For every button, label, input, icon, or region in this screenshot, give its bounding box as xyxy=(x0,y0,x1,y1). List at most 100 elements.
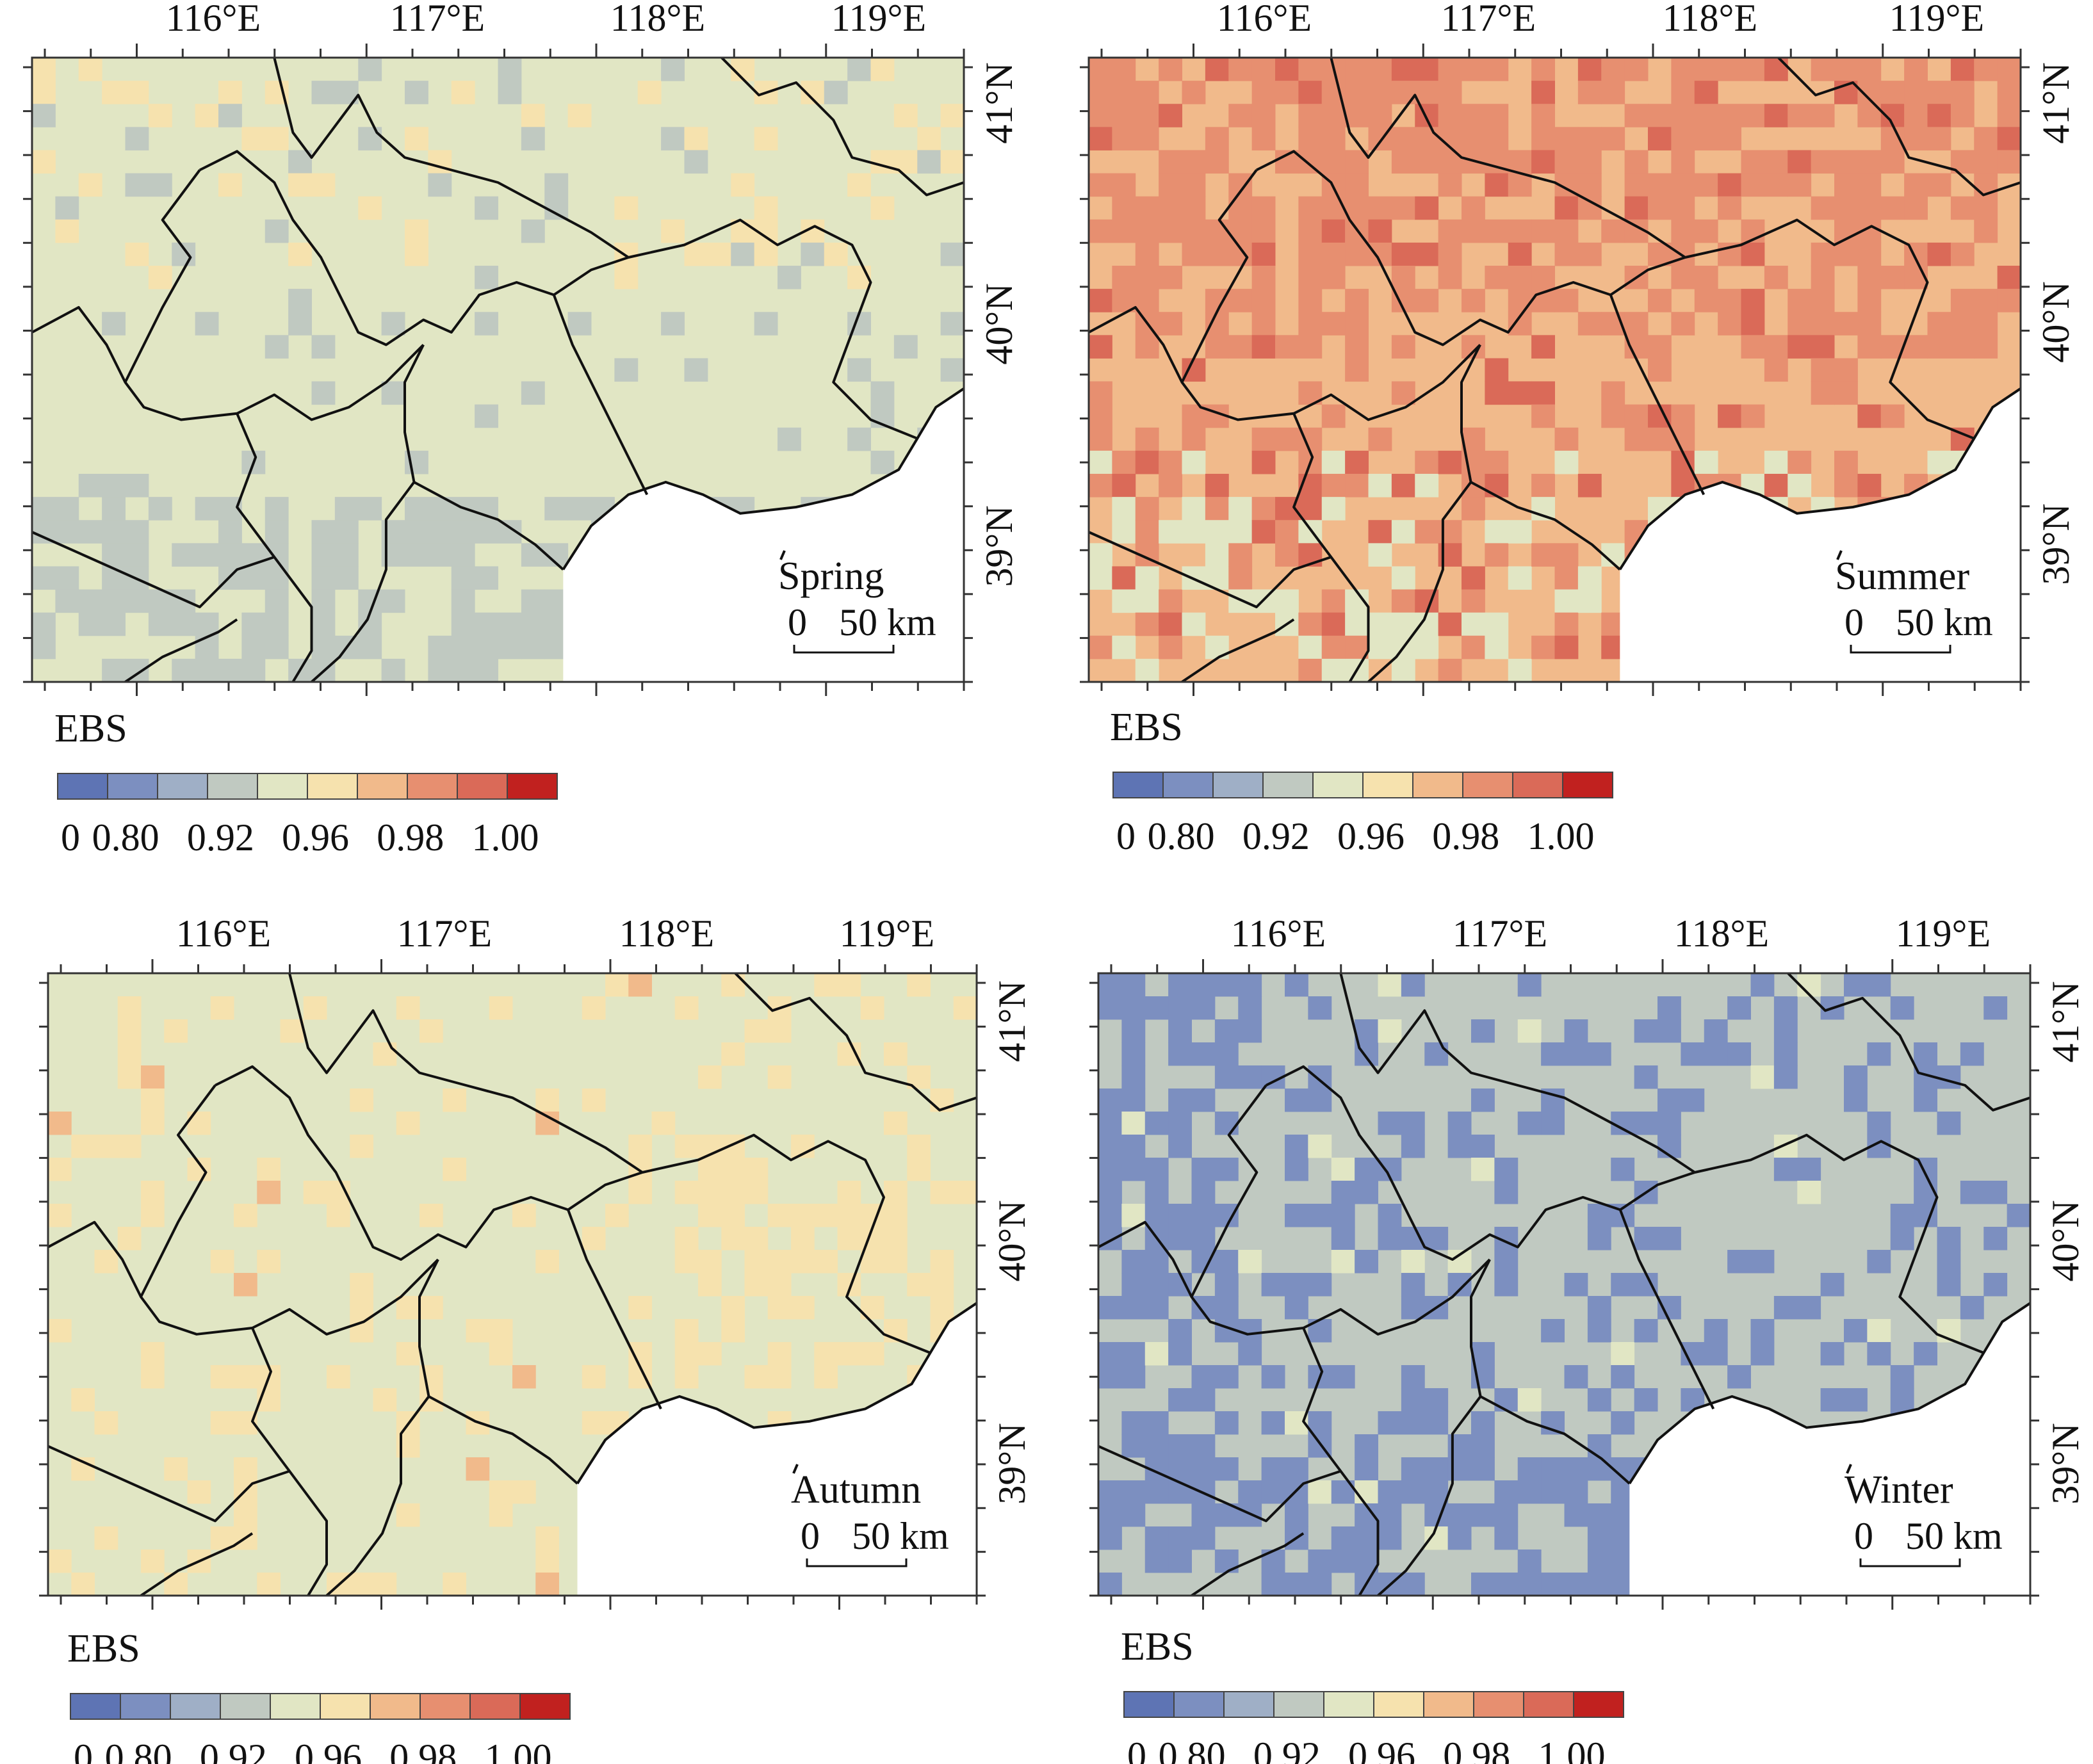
lon-label: 116°E xyxy=(166,0,261,39)
legend-swatch xyxy=(1523,1691,1574,1718)
legend-label: 1.00 xyxy=(1527,815,1594,857)
lon-label: 119°E xyxy=(1896,912,1991,955)
boundary-line xyxy=(48,1220,439,1336)
scale-bar-end: 50 km xyxy=(1896,601,1993,643)
legend-label: 1.00 xyxy=(1538,1735,1605,1764)
legend-swatch xyxy=(70,1693,121,1720)
ebs-grid-winter xyxy=(1098,973,2030,1596)
season-label: Spring xyxy=(778,554,884,598)
legend-swatch xyxy=(257,773,308,800)
lon-label: 118°E xyxy=(619,912,714,955)
boundary-line xyxy=(140,1532,254,1596)
legend-label: 0.98 xyxy=(389,1736,457,1764)
lon-label: 119°E xyxy=(1889,0,1984,39)
legend-swatch xyxy=(357,773,408,800)
coastline xyxy=(1628,1302,2030,1485)
legend-swatch xyxy=(407,773,458,800)
map-frame xyxy=(1087,56,2022,683)
boundary-line xyxy=(1339,973,1696,1174)
legend-title: EBS xyxy=(1110,706,1183,749)
boundary-line xyxy=(567,1209,662,1410)
north-arrow-icon xyxy=(1846,1464,1852,1474)
legend-title: EBS xyxy=(1121,1625,1194,1669)
boundary-line xyxy=(1266,1065,1695,1261)
legend-swatch xyxy=(220,1693,271,1720)
tick-marks xyxy=(39,959,986,1610)
boundary-line xyxy=(1609,294,1706,496)
scale-bar xyxy=(793,645,895,654)
legend-label: 0 xyxy=(1127,1735,1146,1764)
legend-label: 0 xyxy=(74,1736,93,1764)
legend-swatch xyxy=(1212,772,1264,798)
legend-label: 0.96 xyxy=(295,1736,362,1764)
boundary-line xyxy=(32,306,425,421)
boundary-line xyxy=(734,973,977,1112)
tick-marks xyxy=(1089,959,2039,1610)
legend-winter: EBS 0 0.80 0.92 0.96 0.98 1.00 xyxy=(1121,1625,1624,1764)
lat-label: 39°N xyxy=(991,1423,1033,1504)
north-arrow-icon xyxy=(1836,550,1843,560)
legend-swatch xyxy=(120,1693,171,1720)
boundary-line xyxy=(1470,481,1621,570)
bohai-sea xyxy=(1620,388,2021,682)
legend-swatch xyxy=(270,1693,321,1720)
boundary-line xyxy=(413,481,564,570)
legend-label: 0.96 xyxy=(282,816,349,859)
legend-label: 1.00 xyxy=(484,1736,551,1764)
lat-label: 41°N xyxy=(978,62,1020,143)
legend-swatch xyxy=(1123,1691,1175,1718)
boundary-line xyxy=(124,169,201,383)
legend-swatch xyxy=(419,1693,471,1720)
lon-label: 117°E xyxy=(397,912,492,955)
legend-label: 0.92 xyxy=(187,816,254,859)
lon-label: 117°E xyxy=(1453,912,1547,955)
coastline xyxy=(1618,387,2021,570)
legend-label: 0.98 xyxy=(377,816,444,859)
boundary-line xyxy=(1777,58,2021,197)
scale-bar-start: 0 xyxy=(1854,1515,1873,1557)
boundary-line xyxy=(288,973,644,1174)
legend-swatch xyxy=(1262,772,1314,798)
lon-label: 116°E xyxy=(1217,0,1312,39)
lat-label: 39°N xyxy=(2035,503,2077,585)
boundary-line xyxy=(1089,531,1332,608)
lat-label: 39°N xyxy=(2044,1423,2087,1504)
legend-label: 0.96 xyxy=(1348,1735,1415,1764)
boundary-line xyxy=(1181,618,1295,682)
map-frame xyxy=(1097,972,2032,1597)
ebs-grid-summer xyxy=(1089,58,2021,682)
ebs-grid-autumn xyxy=(48,973,977,1596)
legend-swatch xyxy=(1173,1691,1225,1718)
lon-label: 118°E xyxy=(1674,912,1769,955)
legend-swatch xyxy=(507,773,558,800)
scale-bar-start: 0 xyxy=(801,1515,820,1557)
legend-label: 1.00 xyxy=(471,816,539,859)
legend-swatch xyxy=(307,773,358,800)
lon-label: 117°E xyxy=(390,0,485,39)
boundary-line xyxy=(311,344,425,682)
legend-swatch xyxy=(370,1693,421,1720)
tick-marks xyxy=(23,44,973,696)
north-arrow-icon xyxy=(779,550,786,560)
legend-swatch xyxy=(1473,1691,1524,1718)
lon-label: 119°E xyxy=(840,912,934,955)
legend-swatch xyxy=(1373,1691,1424,1718)
legend-label: 0.96 xyxy=(1337,815,1405,857)
scale-bar xyxy=(806,1558,908,1567)
coastline xyxy=(562,387,964,570)
scale-bar-end: 50 km xyxy=(852,1515,949,1557)
bohai-sea xyxy=(577,1303,977,1596)
legend-swatch xyxy=(1362,772,1413,798)
boundary-line xyxy=(1098,1444,1341,1523)
legend-swatch xyxy=(107,773,158,800)
lon-label: 118°E xyxy=(610,0,705,39)
boundary-line xyxy=(1377,1259,1491,1596)
legend-label: 0 xyxy=(61,816,80,859)
legend-swatch xyxy=(1323,1691,1374,1718)
legend-autumn: EBS 0 0.80 0.92 0.96 0.98 1.00 xyxy=(67,1627,571,1764)
boundary-line xyxy=(628,218,918,440)
